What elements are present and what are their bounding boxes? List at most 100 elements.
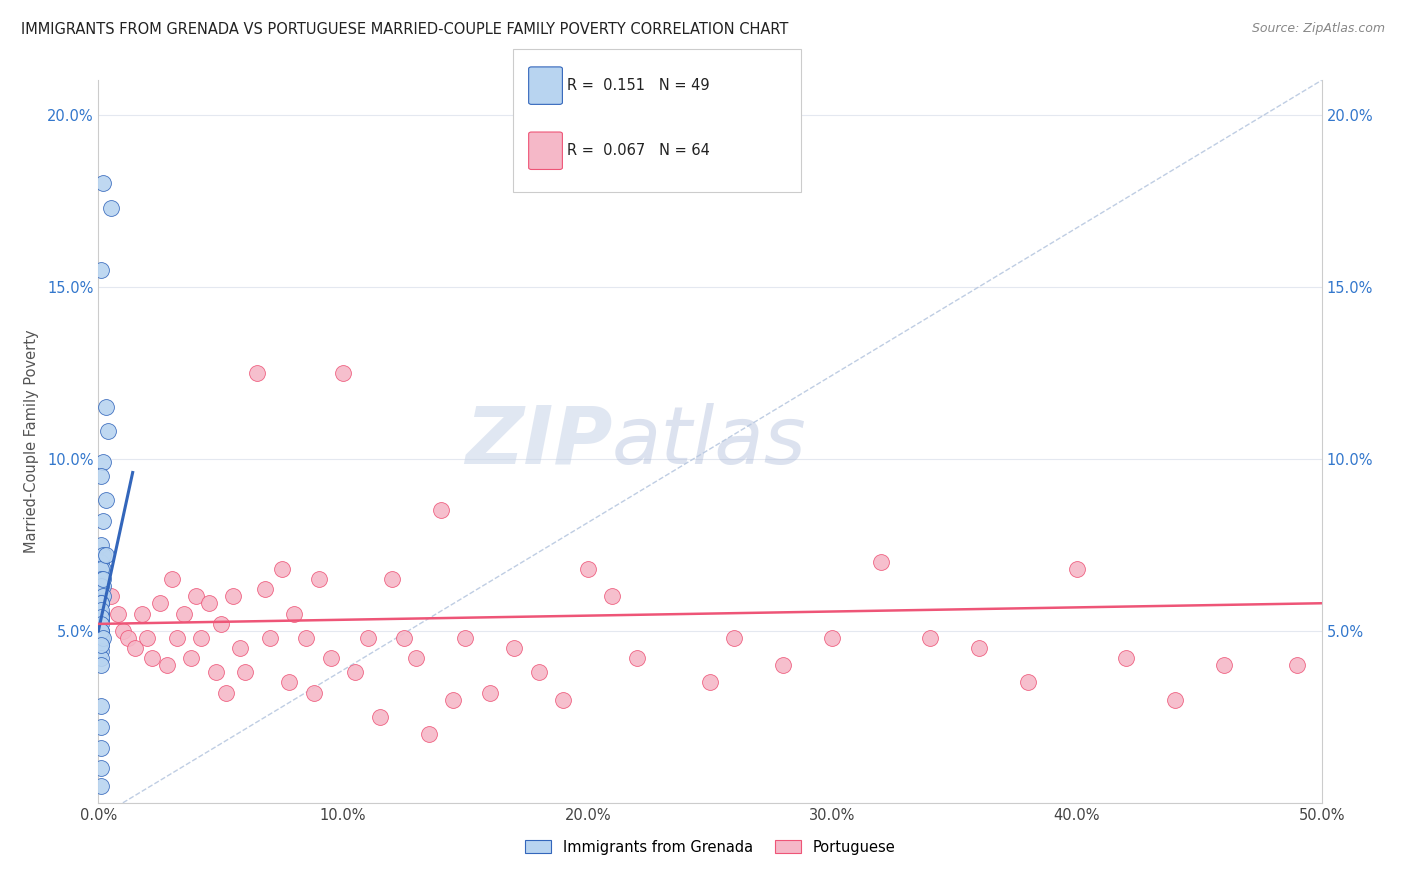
Point	[205, 665, 228, 679]
Point	[503, 640, 526, 655]
Point	[270, 562, 294, 576]
Point	[392, 631, 416, 645]
Point	[90, 631, 112, 645]
Point	[94, 400, 117, 414]
Point	[91, 562, 114, 576]
Point	[90, 638, 112, 652]
Point	[356, 631, 378, 645]
Point	[90, 572, 112, 586]
Point	[94, 548, 117, 562]
Point	[821, 631, 844, 645]
Point	[90, 596, 112, 610]
Point	[117, 631, 139, 645]
Point	[478, 686, 501, 700]
Point	[91, 579, 114, 593]
Point	[91, 455, 114, 469]
Point	[90, 614, 112, 628]
Point	[160, 572, 183, 586]
Point	[190, 631, 212, 645]
Point	[90, 579, 112, 593]
Point	[90, 720, 112, 734]
Point	[124, 640, 146, 655]
Point	[920, 631, 942, 645]
Text: ZIP: ZIP	[465, 402, 612, 481]
Point	[197, 596, 219, 610]
Point	[626, 651, 648, 665]
Point	[246, 366, 269, 380]
Point	[90, 624, 112, 638]
Point	[253, 582, 276, 597]
Point	[90, 699, 112, 714]
Point	[90, 607, 112, 621]
Point	[527, 665, 550, 679]
Text: R =  0.067   N = 64: R = 0.067 N = 64	[567, 144, 710, 158]
Point	[405, 651, 427, 665]
Point	[302, 686, 325, 700]
Point	[870, 555, 893, 569]
Point	[278, 675, 301, 690]
Point	[90, 596, 112, 610]
Point	[90, 590, 112, 604]
Point	[91, 590, 114, 604]
Point	[90, 624, 112, 638]
Point	[90, 572, 112, 586]
Y-axis label: Married-Couple Family Poverty: Married-Couple Family Poverty	[24, 330, 38, 553]
Point	[418, 727, 440, 741]
Point	[180, 651, 202, 665]
Point	[141, 651, 163, 665]
Point	[308, 572, 330, 586]
Point	[90, 740, 112, 755]
Point	[91, 572, 114, 586]
Point	[454, 631, 477, 645]
Point	[90, 596, 112, 610]
Point	[90, 590, 112, 604]
Point	[381, 572, 404, 586]
Point	[1164, 692, 1187, 706]
Point	[90, 603, 112, 617]
Text: R =  0.151   N = 49: R = 0.151 N = 49	[567, 78, 709, 93]
Point	[100, 201, 122, 215]
Text: IMMIGRANTS FROM GRENADA VS PORTUGUESE MARRIED-COUPLE FAMILY POVERTY CORRELATION : IMMIGRANTS FROM GRENADA VS PORTUGUESE MA…	[21, 22, 789, 37]
Point	[295, 631, 318, 645]
Point	[1115, 651, 1137, 665]
Point	[97, 424, 120, 438]
Point	[166, 631, 188, 645]
Point	[90, 616, 112, 631]
Point	[90, 555, 112, 569]
Point	[1212, 658, 1234, 673]
Point	[186, 590, 208, 604]
Point	[283, 607, 305, 621]
Point	[967, 640, 990, 655]
Point	[91, 177, 114, 191]
Point	[100, 590, 122, 604]
Point	[1066, 562, 1088, 576]
Point	[319, 651, 342, 665]
Point	[1017, 675, 1039, 690]
Legend: Immigrants from Grenada, Portuguese: Immigrants from Grenada, Portuguese	[519, 834, 901, 861]
Point	[1286, 658, 1309, 673]
Point	[90, 638, 112, 652]
Point	[149, 596, 172, 610]
Point	[332, 366, 354, 380]
Point	[173, 607, 195, 621]
Point	[90, 610, 112, 624]
Point	[111, 624, 134, 638]
Point	[136, 631, 159, 645]
Point	[368, 710, 391, 724]
Point	[90, 658, 112, 673]
Point	[107, 607, 129, 621]
Point	[344, 665, 367, 679]
Point	[233, 665, 256, 679]
Point	[90, 596, 112, 610]
Text: atlas: atlas	[612, 402, 807, 481]
Point	[430, 503, 453, 517]
Point	[91, 514, 114, 528]
Point	[91, 631, 114, 645]
Point	[259, 631, 281, 645]
Point	[90, 644, 112, 658]
Point	[90, 262, 112, 277]
Point	[699, 675, 721, 690]
Point	[90, 614, 112, 628]
Point	[94, 493, 117, 508]
Point	[90, 607, 112, 621]
